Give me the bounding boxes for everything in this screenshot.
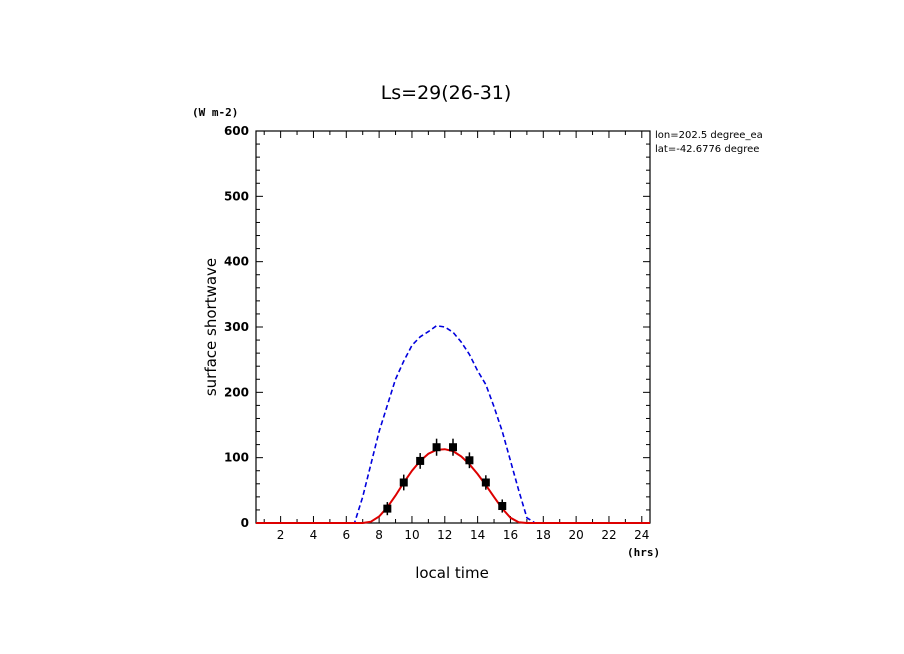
y-tick-label: 100 (224, 451, 249, 465)
y-tick-label: 300 (224, 320, 249, 334)
x-tick-label: 22 (601, 528, 616, 542)
y-tick-label: 400 (224, 255, 249, 269)
x-tick-label: 4 (310, 528, 318, 542)
y-unit-label: (W m-2) (192, 106, 238, 119)
y-axis-label: surface shortwave (202, 258, 220, 396)
x-tick-label: 14 (470, 528, 485, 542)
x-tick-label: 6 (342, 528, 350, 542)
data-marker (449, 443, 457, 452)
data-point (432, 438, 441, 456)
x-tick-label: 18 (536, 528, 551, 542)
x-tick-label: 8 (375, 528, 383, 542)
data-point (449, 438, 457, 456)
plot-frame (255, 130, 651, 524)
y-tick-label: 200 (224, 385, 249, 399)
axis-ticks (256, 130, 650, 524)
data-marker (399, 478, 408, 487)
data-point (498, 499, 507, 513)
data-point (465, 452, 474, 469)
annotation-lon: lon=202.5 degree_ea (655, 130, 763, 141)
data-point (416, 453, 425, 469)
y-tick-label: 600 (224, 124, 249, 138)
data-point (383, 502, 392, 516)
x-axis-label: local time (415, 564, 489, 582)
x-unit-label: (hrs) (627, 546, 660, 559)
x-tick-label: 20 (568, 528, 583, 542)
data-marker (481, 478, 490, 487)
y-tick-label: 500 (224, 189, 249, 203)
chart-title: Ls=29(26-31) (381, 82, 512, 104)
data-marker (498, 502, 507, 511)
data-marker (465, 456, 474, 465)
data-marker (432, 443, 441, 452)
data-marker (416, 456, 425, 465)
y-tick-label: 0 (241, 516, 249, 530)
x-tick-label: 12 (437, 528, 452, 542)
x-tick-label: 10 (404, 528, 419, 542)
data-point (399, 474, 408, 491)
series-line-solid (256, 448, 650, 524)
data-series (256, 324, 650, 524)
x-tick-label: 2 (277, 528, 285, 542)
data-point (481, 475, 490, 490)
x-tick-label: 24 (634, 528, 649, 542)
x-tick-label: 16 (503, 528, 518, 542)
data-marker (383, 504, 392, 513)
series-line-dashed (256, 324, 650, 524)
annotation-lat: lat=-42.6776 degree (655, 144, 759, 155)
